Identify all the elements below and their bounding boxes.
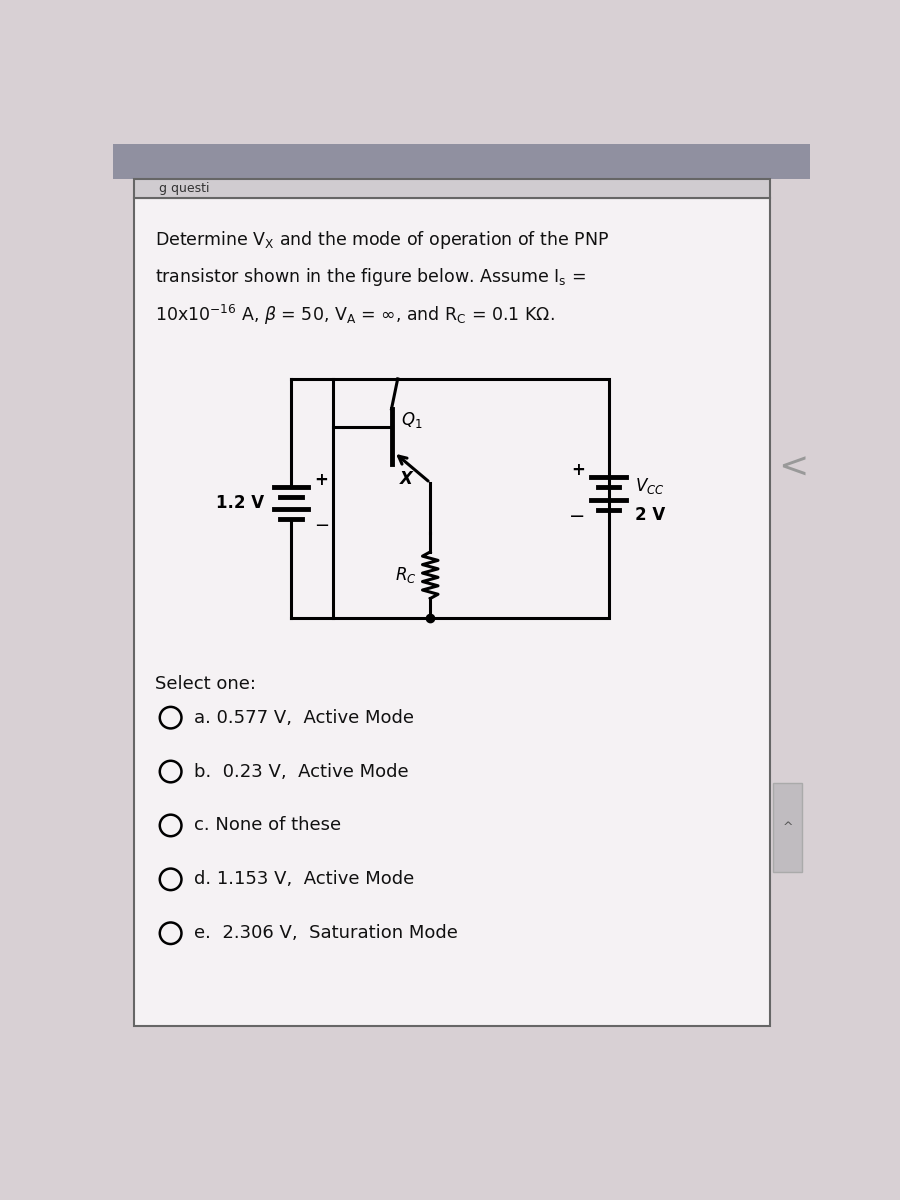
Text: g questi: g questi <box>159 182 210 196</box>
Text: a. 0.577 V,  Active Mode: a. 0.577 V, Active Mode <box>194 709 414 727</box>
Text: X: X <box>400 470 413 488</box>
Text: ^: ^ <box>782 821 793 834</box>
Bar <box>773 784 802 871</box>
Text: $R_C$: $R_C$ <box>395 565 417 586</box>
Text: 1.2 V: 1.2 V <box>216 494 265 512</box>
Text: d. 1.153 V,  Active Mode: d. 1.153 V, Active Mode <box>194 870 414 888</box>
Text: e.  2.306 V,  Saturation Mode: e. 2.306 V, Saturation Mode <box>194 924 458 942</box>
Bar <box>134 179 770 198</box>
Bar <box>333 379 608 618</box>
Text: <: < <box>778 450 808 485</box>
Text: Select one:: Select one: <box>155 676 256 694</box>
Text: $Q_1$: $Q_1$ <box>400 410 422 430</box>
Text: b.  0.23 V,  Active Mode: b. 0.23 V, Active Mode <box>194 762 409 780</box>
Text: +: + <box>572 461 585 479</box>
Text: 2 V: 2 V <box>634 506 665 524</box>
Text: 10x10$^{-16}$ A, $\beta$ = 50, V$_\mathrm{A}$ = $\infty$, and R$_\mathrm{C}$ = 0: 10x10$^{-16}$ A, $\beta$ = 50, V$_\mathr… <box>155 302 554 326</box>
Bar <box>134 198 770 1026</box>
Text: transistor shown in the figure below. Assume I$_\mathrm{s}$ =: transistor shown in the figure below. As… <box>155 265 586 288</box>
Bar <box>112 144 810 179</box>
Text: +: + <box>314 470 328 488</box>
Text: −: − <box>569 508 585 526</box>
Text: c. None of these: c. None of these <box>194 816 341 834</box>
Text: −: − <box>314 517 329 535</box>
Text: $V_{CC}$: $V_{CC}$ <box>634 475 664 496</box>
Text: Determine V$_\mathrm{X}$ and the mode of operation of the PNP: Determine V$_\mathrm{X}$ and the mode of… <box>155 229 609 251</box>
